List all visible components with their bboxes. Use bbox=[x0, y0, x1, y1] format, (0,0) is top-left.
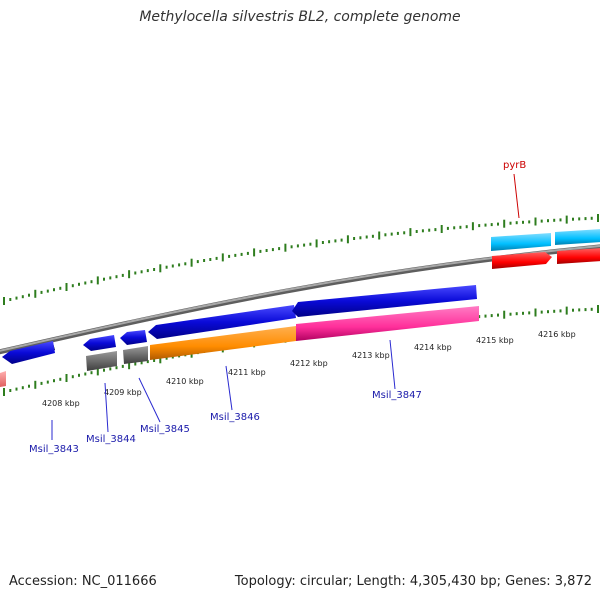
gene-blue-msil-3845[interactable] bbox=[120, 330, 147, 345]
gene-label-pyrb[interactable]: pyrB bbox=[503, 160, 526, 171]
gene-grey-b[interactable] bbox=[123, 346, 148, 364]
kbp-label: 4211 kbp bbox=[228, 368, 266, 377]
kbp-label: 4212 kbp bbox=[290, 359, 328, 368]
kbp-label: 4214 kbp bbox=[414, 343, 452, 352]
gene-label-msil-3845[interactable]: Msil_3845 bbox=[140, 424, 190, 435]
gene-label-msil-3847[interactable]: Msil_3847 bbox=[372, 390, 422, 401]
kbp-scale-labels: 4208 kbp 4209 kbp 4210 kbp 4211 kbp 4212… bbox=[42, 330, 576, 408]
gene-forward-cyan-a[interactable] bbox=[491, 233, 551, 251]
reverse-strand-features bbox=[2, 285, 477, 364]
gene-blue-msil-3847[interactable] bbox=[292, 285, 477, 317]
outer-tick-arc bbox=[3, 214, 599, 305]
kbp-label: 4210 kbp bbox=[166, 377, 204, 386]
gene-label-leaders bbox=[51, 173, 520, 440]
gene-grey-a[interactable] bbox=[86, 351, 117, 371]
gene-forward-cyan-b[interactable] bbox=[555, 229, 600, 245]
genome-summary-text: Topology: circular; Length: 4,305,430 bp… bbox=[234, 574, 592, 589]
second-track-features bbox=[0, 306, 479, 387]
gene-label-msil-3844[interactable]: Msil_3844 bbox=[86, 434, 136, 445]
kbp-label: 4213 kbp bbox=[352, 351, 390, 360]
kbp-label: 4215 kbp bbox=[476, 336, 514, 345]
gene-forward-red-b[interactable] bbox=[557, 248, 600, 264]
gene-blue-msil-3846[interactable] bbox=[148, 305, 296, 339]
gene-labels: Msil_3843 Msil_3844 Msil_3845 Msil_3846 … bbox=[29, 160, 526, 455]
gene-blue-msil-3843[interactable] bbox=[2, 341, 55, 364]
gene-label-msil-3846[interactable]: Msil_3846 bbox=[210, 412, 260, 423]
accession-text: Accession: NC_011666 bbox=[9, 574, 157, 589]
gene-forward-red-a[interactable] bbox=[492, 252, 552, 269]
kbp-label: 4208 kbp bbox=[42, 399, 80, 408]
gene-orange[interactable] bbox=[150, 326, 296, 360]
map-title: Methylocella silvestris BL2, complete ge… bbox=[139, 9, 461, 25]
gene-blue-msil-3844[interactable] bbox=[83, 335, 116, 351]
gene-salmon[interactable] bbox=[0, 371, 6, 387]
kbp-label: 4216 kbp bbox=[538, 330, 576, 339]
kbp-label: 4209 kbp bbox=[104, 388, 142, 397]
gene-label-msil-3843[interactable]: Msil_3843 bbox=[29, 444, 79, 455]
gene-pink[interactable] bbox=[296, 306, 479, 341]
forward-strand-features bbox=[491, 229, 600, 269]
